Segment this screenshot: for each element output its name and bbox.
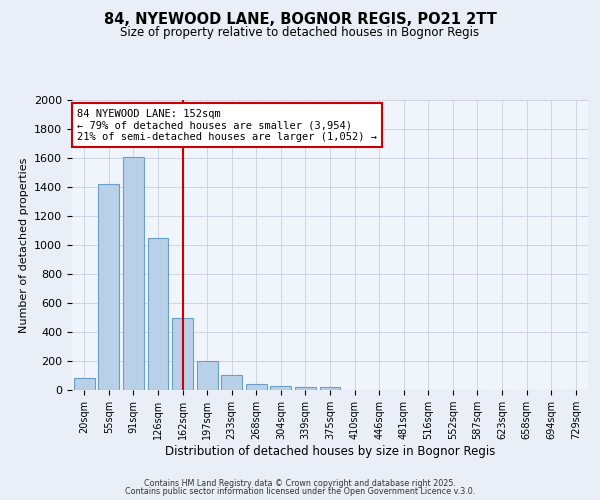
Y-axis label: Number of detached properties: Number of detached properties bbox=[19, 158, 29, 332]
Bar bbox=[98, 184, 119, 390]
Bar bbox=[148, 238, 169, 390]
Text: Size of property relative to detached houses in Bognor Regis: Size of property relative to detached ho… bbox=[121, 26, 479, 39]
Text: 84 NYEWOOD LANE: 152sqm
← 79% of detached houses are smaller (3,954)
21% of semi: 84 NYEWOOD LANE: 152sqm ← 79% of detache… bbox=[77, 108, 377, 142]
Bar bbox=[271, 386, 292, 390]
Bar bbox=[197, 361, 218, 390]
Bar bbox=[246, 384, 267, 390]
Bar bbox=[221, 375, 242, 390]
Text: Contains public sector information licensed under the Open Government Licence v.: Contains public sector information licen… bbox=[125, 488, 475, 496]
Bar bbox=[320, 387, 340, 390]
Bar bbox=[172, 318, 193, 390]
Bar bbox=[74, 378, 95, 390]
Bar bbox=[123, 156, 144, 390]
X-axis label: Distribution of detached houses by size in Bognor Regis: Distribution of detached houses by size … bbox=[165, 445, 495, 458]
Text: 84, NYEWOOD LANE, BOGNOR REGIS, PO21 2TT: 84, NYEWOOD LANE, BOGNOR REGIS, PO21 2TT bbox=[104, 12, 496, 28]
Bar bbox=[295, 387, 316, 390]
Text: Contains HM Land Registry data © Crown copyright and database right 2025.: Contains HM Land Registry data © Crown c… bbox=[144, 478, 456, 488]
